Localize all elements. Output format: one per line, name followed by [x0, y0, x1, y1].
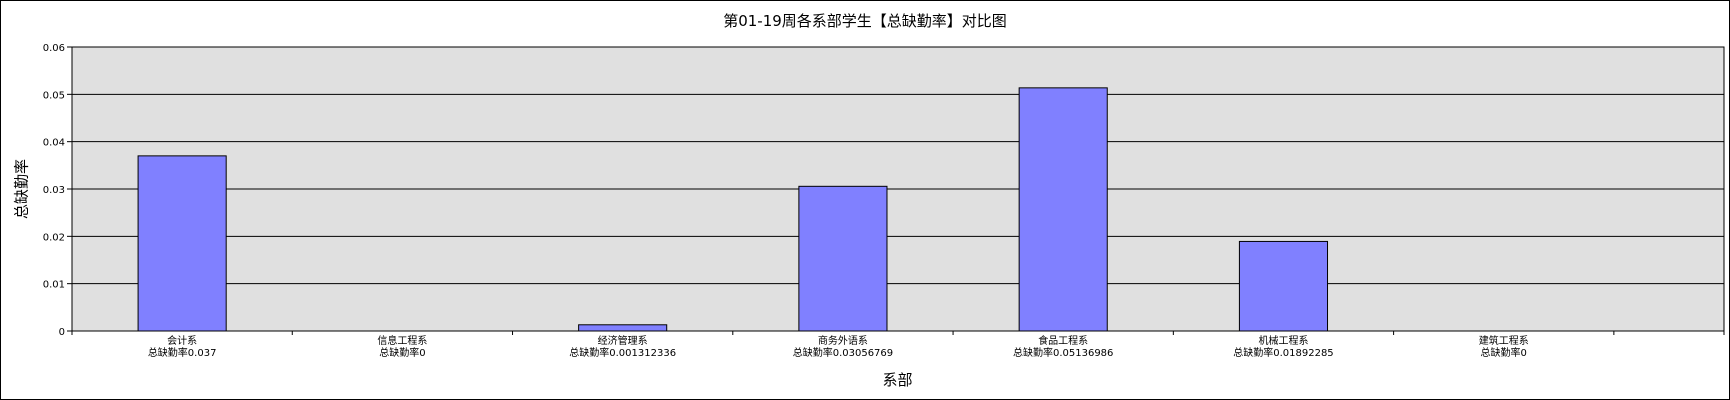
chart-title: 第01-19周各系部学生【总缺勤率】对比图: [723, 12, 1007, 30]
y-tick-label: 0.06: [43, 43, 65, 54]
x-value-label: 总缺勤率0.05136986: [1013, 346, 1113, 359]
x-value-label: 总缺勤率0.01892285: [1233, 346, 1333, 359]
x-category-label: 信息工程系: [377, 334, 427, 347]
y-tick-label: 0.05: [43, 90, 65, 101]
x-value-label: 总缺勤率0: [1481, 346, 1527, 359]
x-category-label: 建筑工程系: [1479, 334, 1529, 347]
y-tick-label: 0.02: [43, 232, 65, 243]
y-tick-label: 0.04: [43, 138, 65, 149]
x-category-label: 经济管理系: [598, 334, 648, 347]
x-category-label: 食品工程系: [1038, 334, 1088, 347]
bar-4: [1018, 87, 1108, 332]
x-category-label: 商务外语系: [818, 334, 868, 347]
x-value-label: 总缺勤率0: [379, 346, 425, 359]
bar-2: [578, 324, 668, 332]
y-tick-label: 0.01: [43, 280, 65, 291]
x-category-label: 机械工程系: [1258, 334, 1308, 347]
bar-0: [137, 155, 227, 332]
x-category-label: 会计系: [167, 334, 197, 347]
x-axis-label: 系部: [882, 371, 913, 389]
x-value-label: 总缺勤率0.03056769: [793, 346, 893, 359]
bar-3: [798, 185, 888, 332]
x-value-label: 总缺勤率0.037: [148, 346, 217, 359]
x-value-label: 总缺勤率0.001312336: [569, 346, 676, 359]
y-tick-label: 0.03: [43, 185, 65, 196]
bar-5: [1238, 240, 1329, 332]
y-tick-label: 0: [59, 327, 65, 338]
plot-border: [71, 46, 1725, 332]
